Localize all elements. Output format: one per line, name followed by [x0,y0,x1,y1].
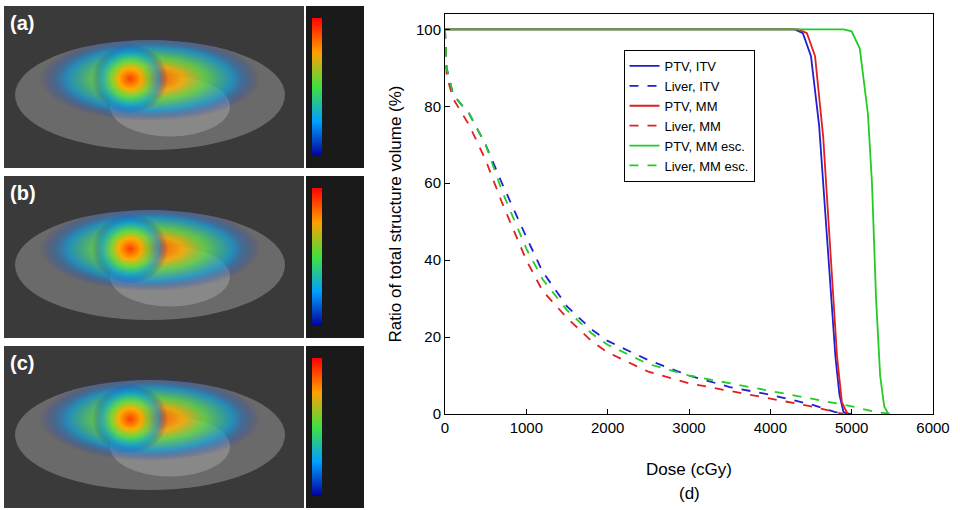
svg-text:80: 80 [424,98,441,115]
svg-text:60: 60 [424,174,441,191]
svg-text:Liver, MM: Liver, MM [665,119,721,134]
svg-text:(c): (c) [10,352,34,374]
svg-text:40: 40 [424,251,441,268]
svg-text:Ratio of total structure volum: Ratio of total structure volume (%) [386,86,405,343]
svg-text:(a): (a) [10,12,34,34]
svg-text:PTV, ITV: PTV, ITV [665,59,717,74]
svg-text:6000: 6000 [916,419,949,436]
svg-text:3000: 3000 [672,419,705,436]
svg-text:(d): (d) [679,484,700,503]
svg-text:Liver, ITV: Liver, ITV [665,79,720,94]
svg-text:0: 0 [441,419,449,436]
svg-text:20: 20 [424,328,441,345]
svg-text:Liver, MM esc.: Liver, MM esc. [665,159,749,174]
svg-text:1000: 1000 [510,419,543,436]
svg-text:2000: 2000 [591,419,624,436]
svg-text:Dose (cGy): Dose (cGy) [646,460,732,479]
svg-text:5000: 5000 [835,419,868,436]
svg-text:100: 100 [416,21,441,38]
svg-text:PTV, MM: PTV, MM [665,99,718,114]
svg-text:(b): (b) [10,182,36,204]
svg-text:0: 0 [433,405,441,422]
svg-text:4000: 4000 [754,419,787,436]
svg-text:PTV, MM esc.: PTV, MM esc. [665,139,745,154]
